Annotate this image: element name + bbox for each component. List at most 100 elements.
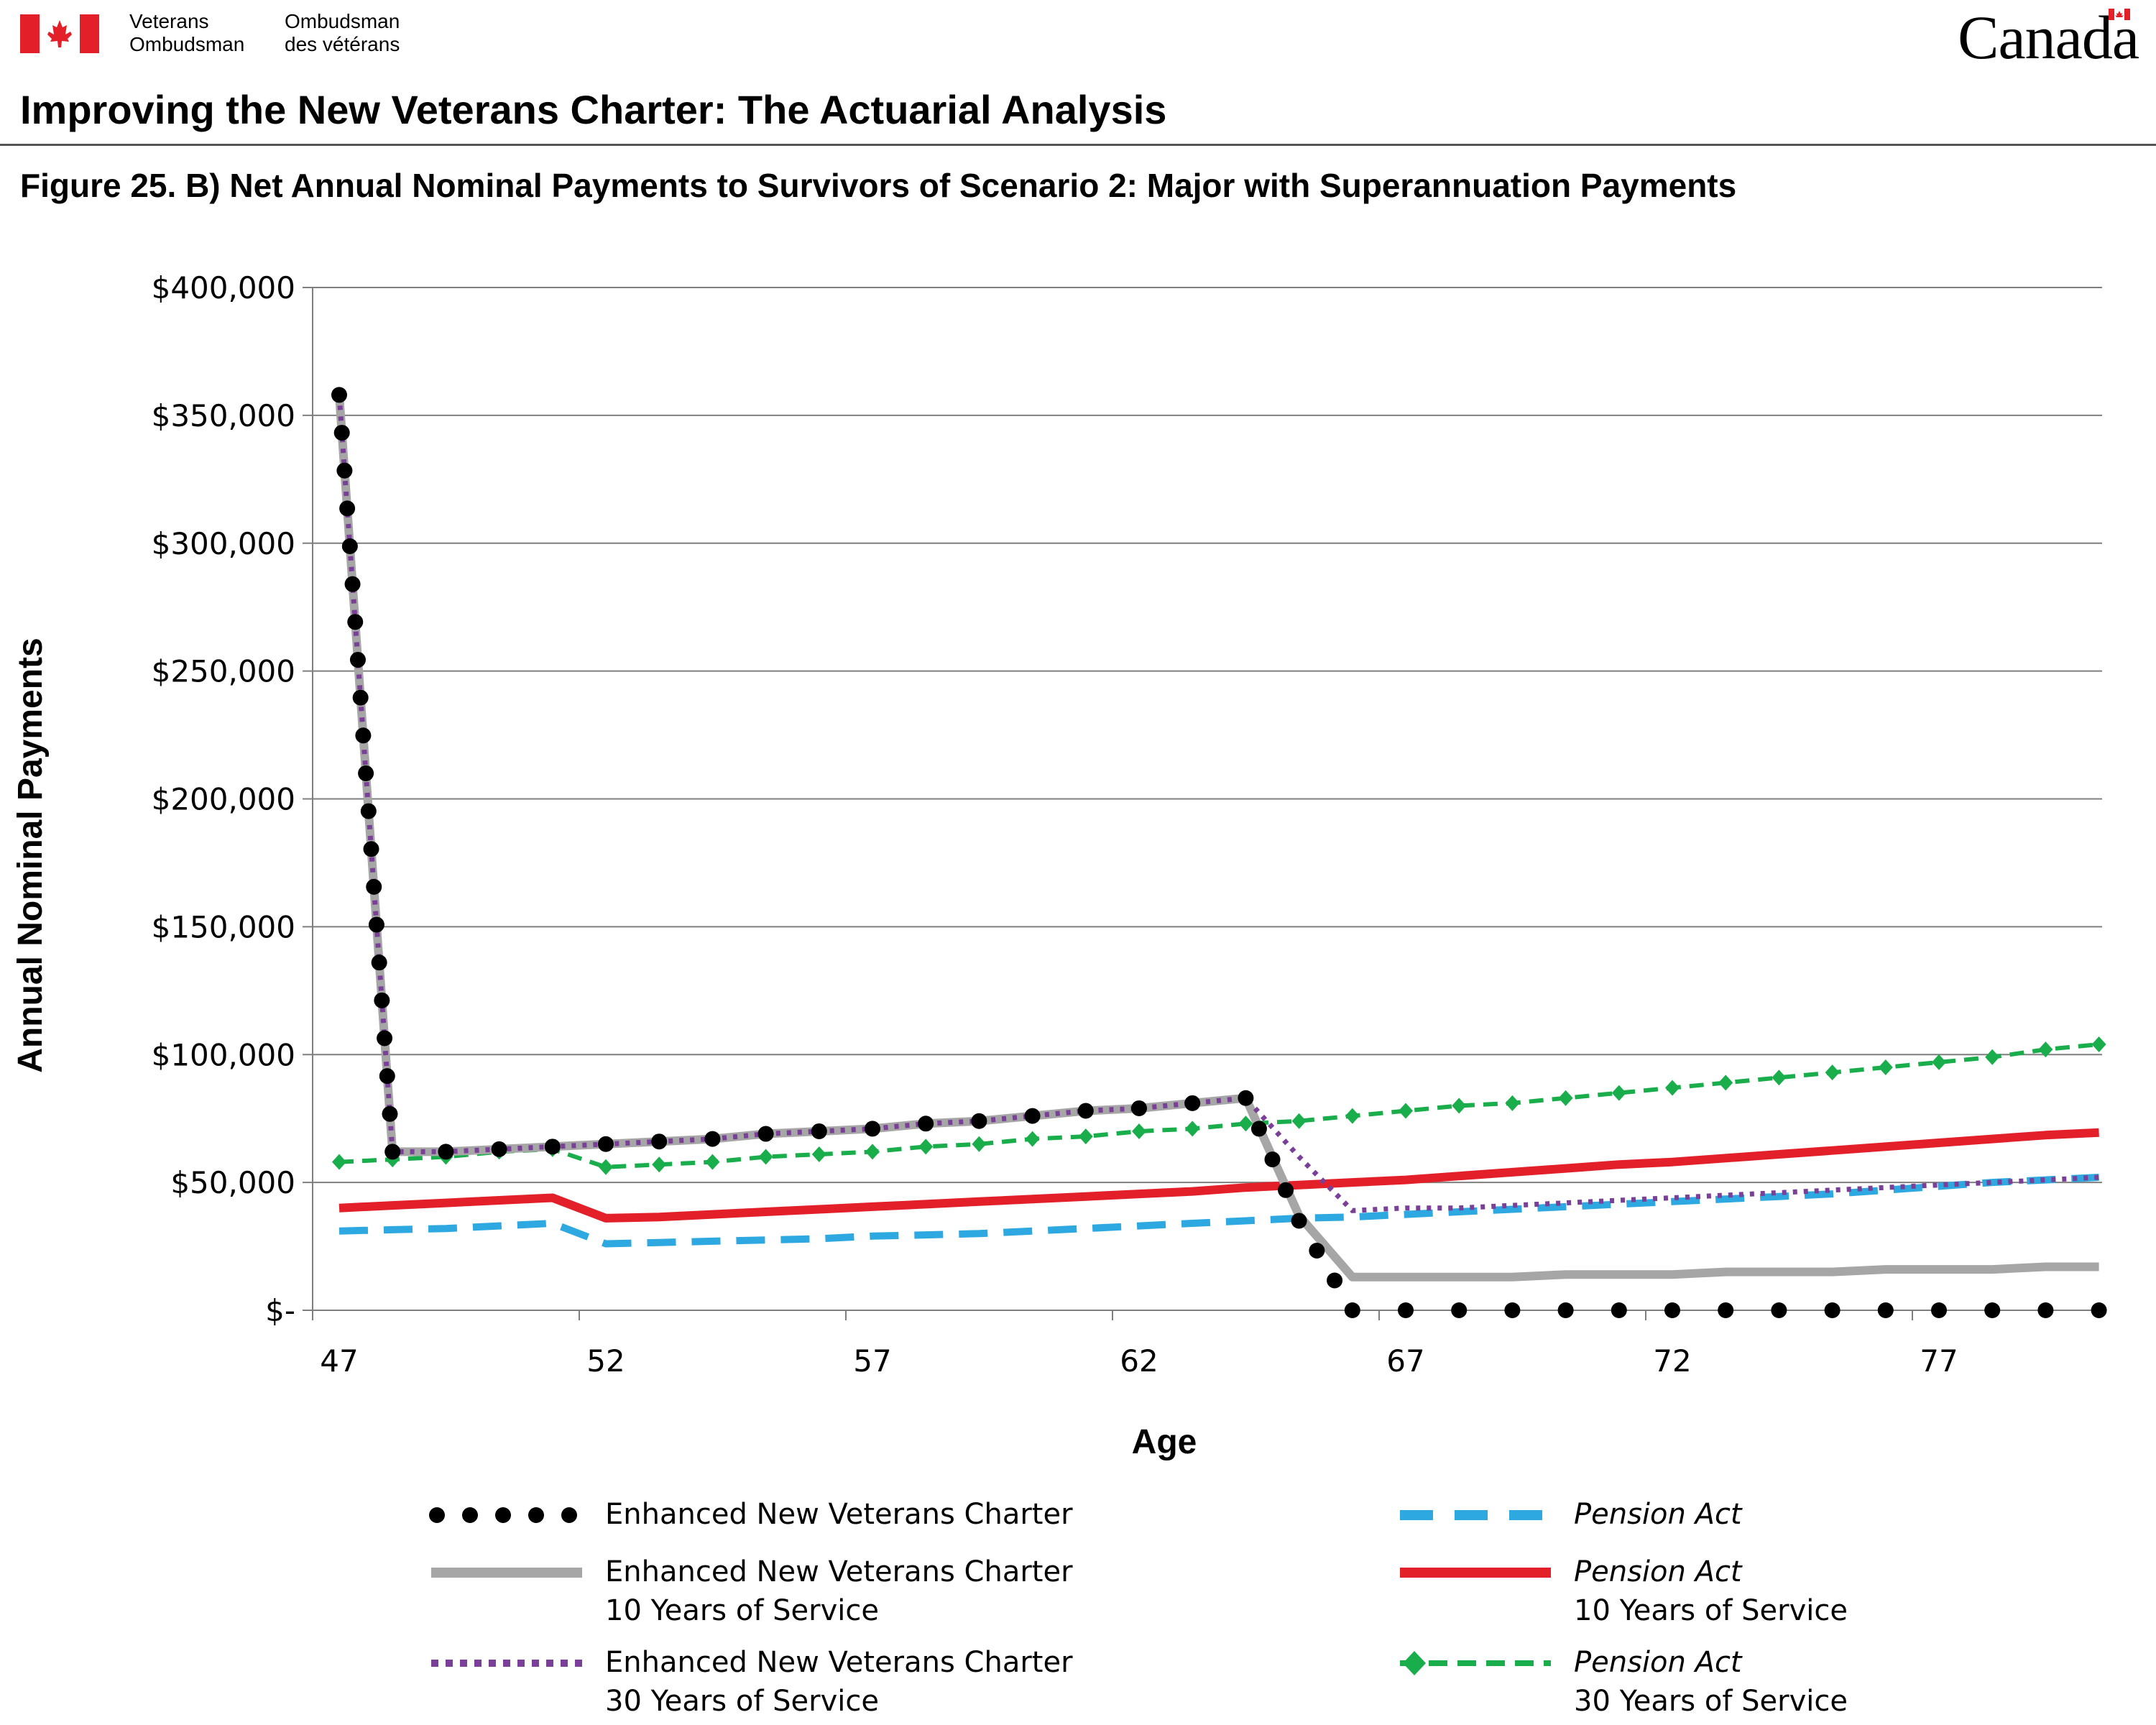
x-tick-label: 67 <box>1386 1343 1424 1379</box>
legend-dot <box>462 1507 478 1523</box>
data-point-marker <box>705 1154 720 1170</box>
legend-dot <box>495 1507 511 1523</box>
data-point-dot <box>1877 1302 1894 1318</box>
x-tick-label: 62 <box>1120 1343 1158 1379</box>
y-tick-label: $100,000 <box>152 1037 295 1072</box>
tick-labels: $- $50,000 $100,000 $150,000 $200,000 $250,00… <box>152 270 1958 1379</box>
data-point-dot <box>349 651 366 668</box>
data-point-marker <box>1345 1108 1360 1124</box>
data-point-marker <box>332 1154 346 1170</box>
y-tick-label: $350,000 <box>152 398 295 433</box>
data-point-marker <box>1772 1070 1787 1086</box>
data-point-dot <box>1077 1103 1094 1119</box>
legend-swatches <box>429 1507 1551 1675</box>
data-point-marker <box>1878 1059 1893 1076</box>
data-point-dot <box>1291 1213 1307 1229</box>
data-point-dot <box>1824 1302 1841 1318</box>
data-point-dot <box>347 614 364 630</box>
data-point-dot <box>368 916 384 933</box>
data-point-marker <box>1185 1121 1200 1137</box>
data-point-marker <box>1025 1131 1040 1147</box>
legend-dot <box>429 1507 445 1523</box>
data-point-marker <box>1452 1098 1467 1114</box>
data-point-marker <box>1238 1116 1253 1132</box>
data-point-dot <box>366 878 382 895</box>
canada-flag-icon <box>20 14 99 53</box>
series-enhanced-new-veterans-charter <box>331 387 2107 1318</box>
data-point-dot <box>333 425 350 441</box>
y-tick-label: $250,000 <box>152 654 295 689</box>
series-pension-act-30-years-of-service <box>332 1036 2106 1175</box>
legend-dot <box>528 1507 544 1523</box>
data-point-marker <box>599 1159 613 1175</box>
legend-dot <box>561 1507 577 1523</box>
series-line <box>336 395 2099 1213</box>
data-point-marker <box>1132 1123 1146 1139</box>
data-point-marker <box>1985 1049 2000 1065</box>
data-point-dot <box>1309 1242 1325 1259</box>
series-pension-act <box>338 1174 2099 1248</box>
data-point-marker <box>2038 1041 2053 1058</box>
page-title: Improving the New Veterans Charter: The … <box>20 87 1167 132</box>
data-point-dot <box>1398 1302 1414 1318</box>
data-point-dot <box>1278 1182 1294 1198</box>
data-point-dot <box>811 1123 827 1139</box>
data-point-marker <box>1558 1090 1573 1106</box>
data-point-dot <box>358 765 374 781</box>
y-tick-label: $150,000 <box>152 909 295 944</box>
page-header: Veterans Ombudsman Ombudsman des vétéran… <box>0 0 2156 204</box>
y-tick-label: $200,000 <box>152 782 295 817</box>
data-point-marker <box>811 1146 826 1162</box>
data-point-dot <box>336 462 353 479</box>
data-point-dot <box>918 1116 934 1132</box>
data-point-marker <box>1825 1064 1840 1081</box>
data-point-marker <box>2091 1036 2106 1053</box>
x-tick-label: 52 <box>586 1343 625 1379</box>
series-line <box>338 1174 2099 1248</box>
data-point-marker <box>1291 1113 1307 1129</box>
data-point-dot <box>1250 1121 1267 1137</box>
data-point-marker <box>972 1136 987 1152</box>
data-point-dot <box>1238 1090 1254 1106</box>
data-point-dot <box>363 841 379 857</box>
data-point-dot <box>360 803 377 819</box>
org-name-en-line2: Ombudsman <box>129 33 245 55</box>
org-name-en-line1: Veterans <box>129 10 209 32</box>
x-tick-label: 57 <box>853 1343 891 1379</box>
data-point-dot <box>344 576 361 592</box>
legend-marker <box>1403 1651 1426 1675</box>
data-point-dot <box>757 1126 774 1142</box>
series-line <box>338 1128 2099 1223</box>
wordmark-flag-icon <box>2109 9 2130 20</box>
x-axis-title: Age <box>1132 1423 1197 1461</box>
data-point-dot <box>1504 1302 1521 1318</box>
data-point-dot <box>1611 1302 1627 1318</box>
data-point-dot <box>1184 1095 1201 1111</box>
data-point-dot <box>1984 1302 2001 1318</box>
data-point-marker <box>865 1144 880 1160</box>
data-point-marker <box>1505 1095 1520 1111</box>
data-point-dot <box>438 1144 454 1160</box>
y-tick-label: $400,000 <box>152 270 295 305</box>
y-tick-label: $300,000 <box>152 526 295 561</box>
data-point-dot <box>2037 1302 2054 1318</box>
data-point-dot <box>384 1144 401 1160</box>
data-point-dot <box>491 1141 507 1157</box>
org-name-french: Ombudsman des vétérans <box>285 10 400 56</box>
y-axis-title: Annual Nominal Payments <box>11 638 50 1072</box>
org-name-fr-line2: des vétérans <box>285 33 400 55</box>
data-point-dot <box>1451 1302 1468 1318</box>
y-tick-label: $50,000 <box>170 1165 295 1200</box>
org-name-english: Veterans Ombudsman <box>129 10 244 56</box>
data-point-marker <box>758 1149 773 1165</box>
data-point-dot <box>382 1105 398 1122</box>
data-point-dot <box>598 1136 614 1152</box>
data-point-marker <box>652 1156 667 1173</box>
data-point-dot <box>544 1138 561 1155</box>
legend-swatch <box>429 1507 577 1523</box>
data-point-marker <box>1078 1128 1093 1145</box>
data-point-dot <box>339 500 356 517</box>
data-point-dot <box>1931 1302 1947 1318</box>
data-point-dot <box>1131 1100 1147 1116</box>
